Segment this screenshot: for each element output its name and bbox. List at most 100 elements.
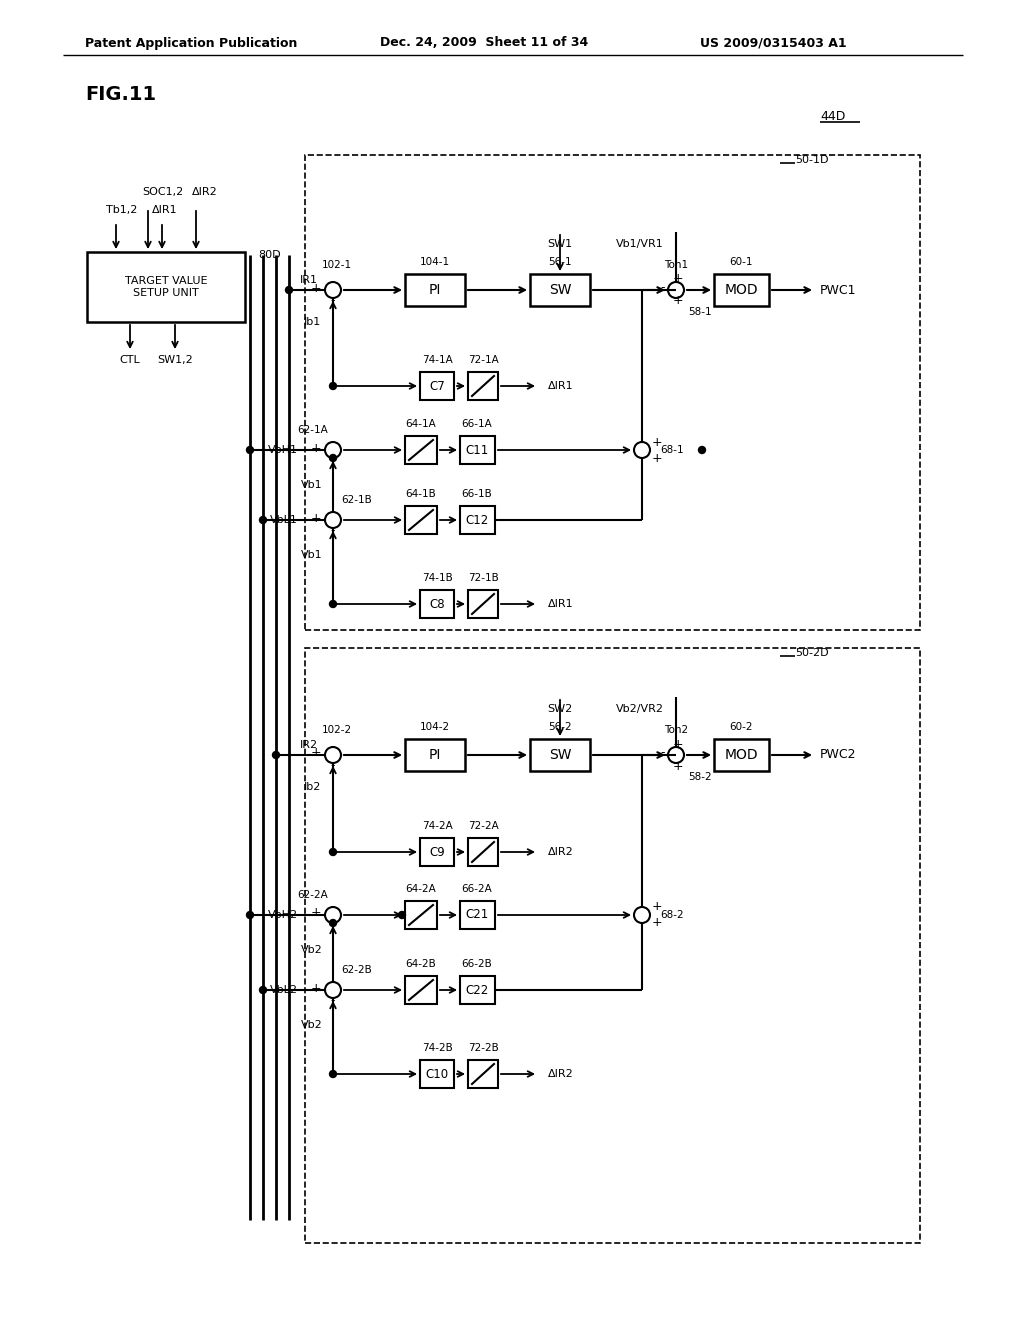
Text: PI: PI	[429, 748, 441, 762]
Bar	[406, 739, 465, 771]
Text: ΔIR1: ΔIR1	[548, 381, 573, 391]
Text: C10: C10	[425, 1068, 449, 1081]
Text: +: +	[310, 747, 321, 759]
Text: PI: PI	[429, 282, 441, 297]
Bar	[87, 252, 245, 322]
Text: MOD: MOD	[724, 282, 758, 297]
Text: 104-2: 104-2	[420, 722, 451, 733]
Text: -: -	[660, 747, 665, 759]
Bar	[406, 275, 465, 306]
Text: FIG.11: FIG.11	[85, 86, 156, 104]
Text: MOD: MOD	[724, 748, 758, 762]
Text: C22: C22	[465, 983, 488, 997]
Text: -: -	[331, 454, 335, 467]
Text: 66-2B: 66-2B	[462, 960, 493, 969]
Text: 56-2: 56-2	[548, 722, 571, 733]
Text: 64-1B: 64-1B	[406, 488, 436, 499]
Text: Tb1,2: Tb1,2	[106, 205, 137, 215]
Text: SW: SW	[549, 282, 571, 297]
Circle shape	[259, 986, 266, 994]
Bar	[420, 590, 454, 618]
Text: ΔIR2: ΔIR2	[548, 847, 573, 857]
Text: -: -	[331, 994, 335, 1007]
Text: C21: C21	[465, 908, 488, 921]
Text: VbH2: VbH2	[268, 909, 298, 920]
Text: C9: C9	[429, 846, 444, 858]
Bar	[714, 739, 769, 771]
Text: 72-2B: 72-2B	[468, 1043, 499, 1053]
Circle shape	[698, 446, 706, 454]
Bar	[460, 902, 495, 929]
Bar	[714, 275, 769, 306]
Text: -: -	[331, 920, 335, 932]
Text: Ton1: Ton1	[664, 260, 688, 271]
Text: Patent Application Publication: Patent Application Publication	[85, 37, 297, 49]
Text: 62-2B: 62-2B	[341, 965, 372, 975]
Circle shape	[247, 912, 254, 919]
Text: 68-1: 68-1	[660, 445, 684, 455]
Text: 74-1A: 74-1A	[422, 355, 453, 366]
Bar	[468, 590, 498, 618]
Text: 104-1: 104-1	[420, 257, 451, 267]
Text: SW1: SW1	[548, 239, 572, 249]
Text: CTL: CTL	[120, 355, 140, 366]
Text: VbL1: VbL1	[270, 515, 298, 525]
Text: 72-1A: 72-1A	[468, 355, 499, 366]
Text: SW: SW	[549, 748, 571, 762]
Text: PWC1: PWC1	[820, 284, 856, 297]
Text: 64-1A: 64-1A	[406, 418, 436, 429]
Text: 68-2: 68-2	[660, 909, 684, 920]
Bar	[420, 838, 454, 866]
Bar	[460, 436, 495, 465]
Text: +: +	[310, 281, 321, 294]
Bar	[406, 975, 437, 1005]
Text: 74-2B: 74-2B	[422, 1043, 453, 1053]
Bar	[305, 154, 920, 630]
Text: Vb2/VR2: Vb2/VR2	[616, 704, 664, 714]
Bar	[468, 1060, 498, 1088]
Text: Vb1/VR1: Vb1/VR1	[616, 239, 664, 249]
Bar	[460, 975, 495, 1005]
Text: +: +	[652, 900, 663, 913]
Text: ΔIR2: ΔIR2	[193, 187, 218, 197]
Circle shape	[330, 920, 337, 927]
Text: +: +	[652, 451, 663, 465]
Text: SOC1,2: SOC1,2	[142, 187, 183, 197]
Text: +: +	[673, 272, 683, 285]
Text: TARGET VALUE
SETUP UNIT: TARGET VALUE SETUP UNIT	[125, 276, 207, 298]
Text: +: +	[673, 759, 683, 772]
Circle shape	[286, 286, 293, 293]
Text: SW1,2: SW1,2	[157, 355, 193, 366]
Bar	[468, 838, 498, 866]
Text: 58-2: 58-2	[688, 772, 712, 781]
Text: 80D: 80D	[258, 249, 281, 260]
Text: 56-1: 56-1	[548, 257, 571, 267]
Text: VbL2: VbL2	[270, 985, 298, 995]
Bar	[420, 1060, 454, 1088]
Text: -: -	[331, 524, 335, 537]
Text: +: +	[310, 441, 321, 454]
Bar	[468, 372, 498, 400]
Bar	[460, 506, 495, 535]
Bar	[530, 739, 590, 771]
Bar	[406, 506, 437, 535]
Text: 64-2A: 64-2A	[406, 884, 436, 894]
Text: IR1: IR1	[300, 275, 318, 285]
Text: C11: C11	[465, 444, 488, 457]
Text: ΔIR2: ΔIR2	[548, 1069, 573, 1078]
Text: 50-1D: 50-1D	[795, 154, 828, 165]
Text: Vb2: Vb2	[301, 1020, 323, 1030]
Text: +: +	[652, 436, 663, 449]
Text: +: +	[310, 982, 321, 994]
Text: 102-1: 102-1	[322, 260, 352, 271]
Text: SW2: SW2	[548, 704, 572, 714]
Text: -: -	[331, 759, 335, 772]
Circle shape	[247, 446, 254, 454]
Circle shape	[330, 383, 337, 389]
Text: ΔIR1: ΔIR1	[152, 205, 177, 215]
Text: C7: C7	[429, 380, 444, 392]
Circle shape	[330, 454, 337, 462]
Text: Dec. 24, 2009  Sheet 11 of 34: Dec. 24, 2009 Sheet 11 of 34	[380, 37, 588, 49]
Text: 72-2A: 72-2A	[468, 821, 499, 832]
Text: US 2009/0315403 A1: US 2009/0315403 A1	[700, 37, 847, 49]
